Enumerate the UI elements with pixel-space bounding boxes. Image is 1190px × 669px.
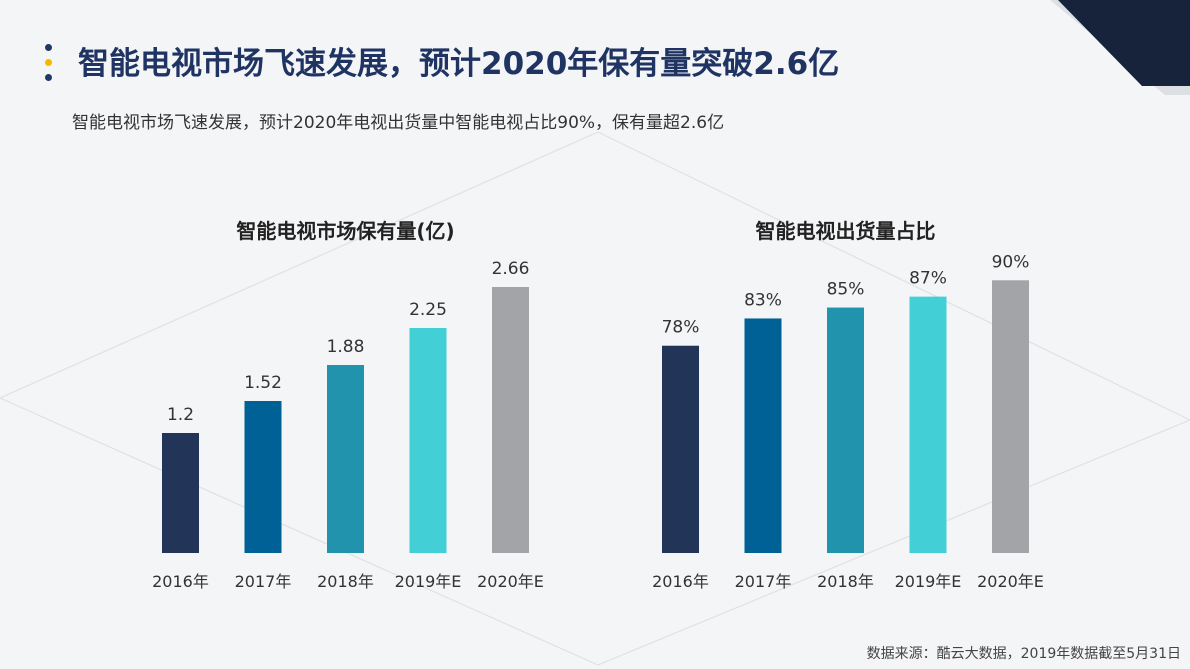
data-label: 2.25 <box>409 300 447 320</box>
bar-1 <box>662 345 699 553</box>
title-bullet-icon <box>45 44 53 84</box>
x-tick-label: 2018年 <box>317 572 374 591</box>
bar-2 <box>744 318 782 553</box>
page-subtitle: 智能电视市场飞速发展，预计2020年电视出货量中智能电视占比90%，保有量超2.… <box>72 113 725 133</box>
corner-decoration <box>1050 0 1190 95</box>
bar-5 <box>992 280 1029 553</box>
data-label: 1.52 <box>244 373 282 393</box>
chart-title: 智能电视出货量占比 <box>756 219 936 243</box>
chart-title: 智能电视市场保有量(亿) <box>236 219 454 243</box>
data-source-note: 数据来源：酷云大数据，2019年数据截至5月31日 <box>866 646 1181 662</box>
x-tick-label: 2017年 <box>235 572 292 591</box>
bar-2 <box>244 401 282 553</box>
chart-shipment-share: 智能电视出货量占比 78% 2016年 83% 2017年 85% 2018年 87% 2019… <box>645 205 1065 595</box>
bar-3 <box>827 307 864 553</box>
data-label: 87% <box>909 269 947 289</box>
data-label: 85% <box>827 280 865 300</box>
x-tick-label: 2020年E <box>477 572 544 591</box>
bar-5 <box>492 287 529 553</box>
data-label: 1.88 <box>327 337 365 357</box>
bar-4 <box>909 296 947 553</box>
x-tick-label: 2020年E <box>977 572 1044 591</box>
chart-svg: 智能电视出货量占比 78% 2016年 83% 2017年 85% 2018年 87% 2019… <box>652 219 1044 591</box>
data-label: 83% <box>744 290 782 310</box>
data-label: 1.2 <box>167 405 194 425</box>
x-tick-label: 2016年 <box>652 572 709 591</box>
page-title: 智能电视市场飞速发展，预计2020年保有量突破2.6亿 <box>78 46 840 82</box>
x-tick-label: 2016年 <box>152 572 209 591</box>
data-label: 78% <box>662 318 700 338</box>
x-tick-label: 2018年 <box>817 572 874 591</box>
bar-4 <box>409 328 447 553</box>
bar-1 <box>162 433 199 553</box>
x-tick-label: 2017年 <box>735 572 792 591</box>
data-label: 2.66 <box>492 259 530 279</box>
data-label: 90% <box>992 252 1030 272</box>
chart-installed-base: 智能电视市场保有量(亿) 1.2 2016年 1.52 2017年 1.88 2018年 2.… <box>145 205 565 595</box>
x-tick-label: 2019年E <box>395 572 462 591</box>
x-tick-label: 2019年E <box>895 572 962 591</box>
bar-3 <box>327 365 364 553</box>
chart-svg: 智能电视市场保有量(亿) 1.2 2016年 1.52 2017年 1.88 2018年 2.… <box>152 219 544 591</box>
